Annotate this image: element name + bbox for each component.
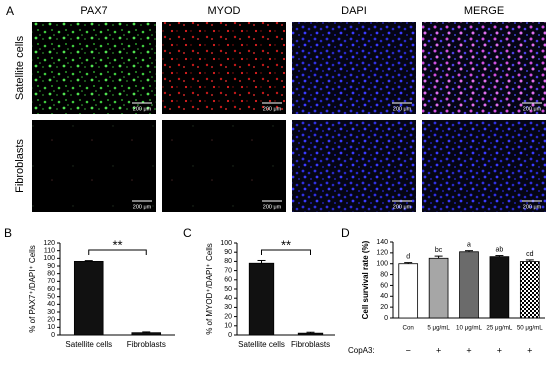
y-tick-label: 100 — [220, 240, 232, 247]
significance-bracket — [261, 249, 311, 255]
y-tick-label: 0 — [384, 315, 388, 322]
y-axis-title: % of PAX7⁺/DAPI⁺ Cells — [28, 245, 37, 332]
scale-bar-label: 200 μm — [263, 106, 282, 112]
annotation: ** — [112, 237, 122, 252]
micrograph — [32, 22, 156, 114]
bar — [131, 332, 162, 336]
micrograph — [422, 22, 546, 114]
y-tick-label: 90 — [224, 249, 232, 256]
x-tick-label: Con — [403, 325, 415, 332]
scale-bar-label: 200 μm — [133, 204, 152, 210]
scale-bar-label: 200 μm — [523, 106, 542, 112]
significance-label: cd — [526, 251, 534, 258]
y-axis-title: % of MYOD⁺/DAPI⁺ Cells — [205, 243, 214, 335]
bar — [519, 261, 540, 319]
panel-letter: A — [6, 4, 14, 18]
y-tick-label: 40 — [47, 301, 55, 308]
y-tick-label: 30 — [224, 304, 232, 311]
bar — [489, 256, 510, 319]
row-value: + — [497, 345, 502, 355]
bar — [297, 332, 324, 336]
scale-bar-label: 200 μm — [523, 204, 542, 210]
scale-bar-label: 200 μm — [263, 204, 282, 210]
y-tick-label: 50 — [224, 286, 232, 293]
micrograph — [162, 120, 286, 212]
y-tick-label: 20 — [47, 317, 55, 324]
x-tick-label: 50 μg/mL — [517, 325, 543, 332]
row-label: CopA3: — [348, 346, 375, 355]
y-tick-label: 140 — [376, 239, 388, 246]
column-header: MYOD — [208, 5, 241, 17]
row-value: + — [527, 345, 532, 355]
panel-letter: C — [183, 226, 192, 240]
x-tick-label: 10 μg/mL — [456, 325, 482, 332]
x-tick-label: Fibroblasts — [127, 340, 166, 349]
y-tick-label: 20 — [380, 304, 388, 311]
micrograph — [422, 120, 546, 212]
annotation: ** — [281, 237, 291, 252]
y-tick-label: 40 — [380, 293, 388, 300]
scale-bar-label: 200 μm — [393, 204, 412, 210]
bar — [73, 260, 104, 336]
y-tick-label: 120 — [376, 250, 388, 257]
row-value: + — [466, 345, 471, 355]
significance-label: a — [467, 242, 471, 249]
y-tick-label: 60 — [224, 277, 232, 284]
y-tick-label: 80 — [224, 258, 232, 265]
bar — [428, 257, 449, 319]
column-header: PAX7 — [80, 5, 107, 17]
y-tick-label: 20 — [224, 313, 232, 320]
y-tick-label: 80 — [380, 271, 388, 278]
x-tick-label: 25 μg/mL — [486, 325, 512, 332]
y-tick-label: 40 — [224, 295, 232, 302]
y-tick-label: 100 — [43, 255, 55, 262]
significance-bracket — [88, 249, 147, 255]
significance-label: d — [406, 253, 410, 260]
y-tick-label: 10 — [224, 323, 232, 330]
y-tick-label: 30 — [47, 309, 55, 316]
y-tick-label: 50 — [47, 294, 55, 301]
y-axis-title: Cell survival rate (%) — [361, 240, 370, 319]
column-header: MERGE — [464, 5, 504, 17]
micrograph — [32, 120, 156, 212]
y-tick-label: 10 — [47, 324, 55, 331]
y-tick-label: 60 — [380, 282, 388, 289]
y-tick-label: 60 — [47, 286, 55, 293]
y-tick-label: 70 — [47, 278, 55, 285]
y-tick-label: 70 — [224, 267, 232, 274]
panel-letter: B — [4, 226, 12, 240]
y-tick-label: 110 — [44, 248, 55, 255]
bar — [398, 263, 419, 319]
row-label: Satellite cells — [14, 35, 26, 100]
scale-bar-label: 200 μm — [133, 106, 152, 112]
panel-letter: D — [341, 226, 350, 240]
x-tick-label: Fibroblasts — [291, 340, 330, 349]
bar — [459, 251, 479, 319]
micrograph — [162, 22, 286, 114]
y-tick-label: 0 — [228, 332, 232, 339]
row-value: − — [406, 345, 411, 355]
y-tick-label: 90 — [47, 263, 55, 270]
y-tick-label: 0 — [51, 332, 55, 339]
significance-label: bc — [435, 247, 443, 254]
significance-label: ab — [496, 246, 504, 253]
x-tick-label: Satellite cells — [65, 340, 112, 349]
bar — [248, 262, 275, 336]
x-tick-label: Satellite cells — [238, 340, 285, 349]
row-value: + — [436, 345, 441, 355]
y-tick-label: 120 — [43, 240, 55, 247]
micrograph — [292, 120, 416, 212]
scale-bar-label: 200 μm — [393, 106, 412, 112]
micrograph — [292, 22, 416, 114]
y-tick-label: 80 — [47, 271, 55, 278]
row-label: Fibroblasts — [14, 139, 26, 193]
x-tick-label: 5 μg/mL — [427, 325, 450, 332]
column-header: DAPI — [341, 5, 367, 17]
y-tick-label: 100 — [376, 261, 388, 268]
